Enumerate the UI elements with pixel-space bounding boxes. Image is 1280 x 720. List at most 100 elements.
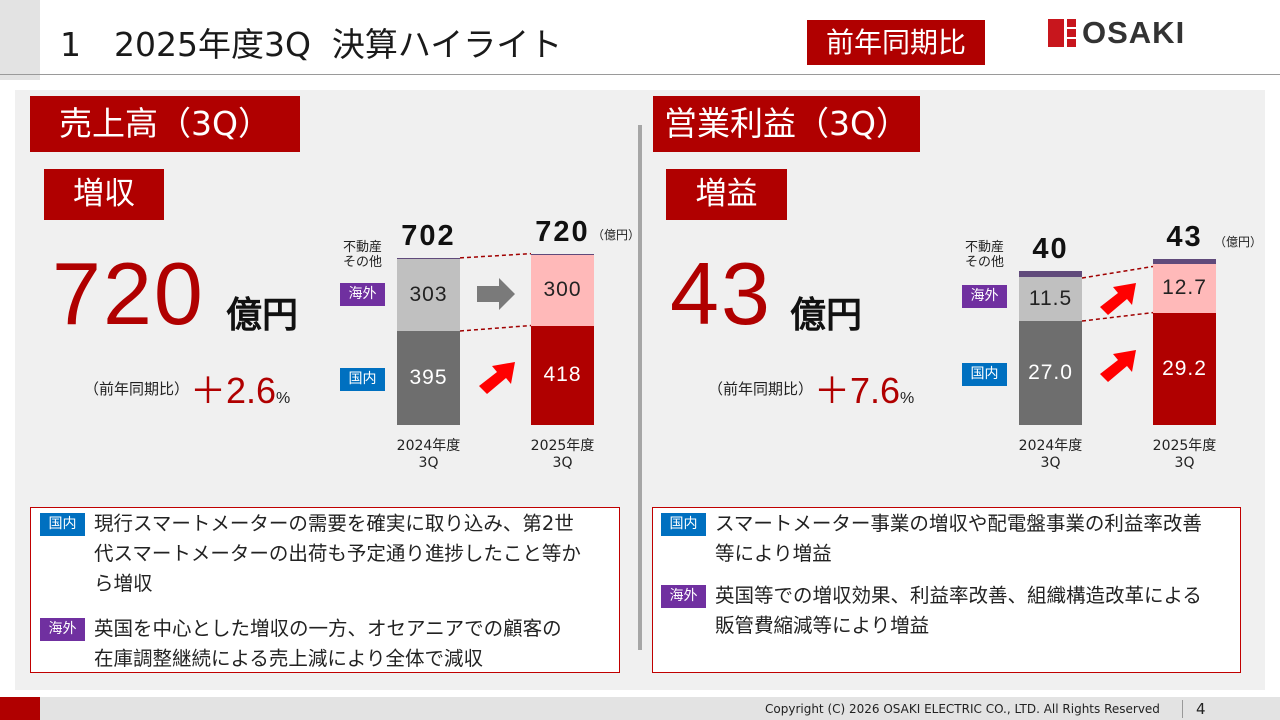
op-value: 43 — [670, 244, 772, 343]
sales-unit: 億円 — [226, 295, 299, 336]
domestic-trend-arrow-icon — [1100, 350, 1136, 382]
sales-yoy: ＋2.6% — [190, 362, 290, 414]
op-yoy-label: （前年同期比） — [708, 380, 814, 398]
x-axis-label-line: 3Q — [552, 455, 573, 471]
sales-note-text: 現行スマートメーターの需要を確実に取り込み、第2世 代スマートメーターの出荷も予定… — [94, 509, 581, 599]
note-line: ら増収 — [94, 572, 153, 595]
other-label-line: 不動産 — [965, 240, 1005, 255]
bar-other-segment — [1019, 271, 1082, 277]
x-axis-label-line: 2025年度 — [1152, 438, 1217, 454]
page-separator — [1182, 700, 1183, 718]
page-number: 4 — [1196, 700, 1206, 718]
sales-tag: 増収 — [44, 169, 164, 220]
header-divider — [0, 74, 1280, 75]
header-accent — [0, 0, 40, 80]
note-line: スマートメーター事業の増収や配電盤事業の利益率改善 — [715, 512, 1202, 535]
yoy-badge: 前年同期比 — [807, 20, 985, 65]
footer-bar — [40, 697, 1280, 720]
sales-note-tag: 国内 — [40, 513, 85, 536]
x-axis-label: 2024年度 3Q — [384, 438, 474, 472]
bar-total: 43 — [1166, 221, 1203, 254]
bar-total: 720 — [535, 215, 590, 248]
bar-overseas-segment: 303 — [397, 258, 460, 331]
x-axis-label-line: 3Q — [1174, 455, 1195, 471]
note-line: 販管費縮減等により増益 — [715, 614, 930, 637]
note-line: 現行スマートメーターの需要を確実に取り込み、第2世 — [94, 512, 574, 535]
domestic-chip: 国内 — [340, 368, 385, 391]
sales-note-tag: 海外 — [40, 618, 85, 641]
other-label-line: その他 — [343, 255, 383, 270]
connector-overseas-top — [459, 252, 532, 259]
note-line: 等により増益 — [715, 542, 832, 565]
x-axis-label: 2025年度 3Q — [1140, 438, 1230, 472]
bar-other-segment — [531, 253, 594, 255]
note-line: 英国を中心とした増収の一方、オセアニアでの顧客の — [94, 617, 562, 640]
op-note-tag: 国内 — [661, 513, 706, 536]
chart-unit: （億円） — [1214, 235, 1263, 249]
sales-yoy-unit: % — [276, 390, 291, 407]
x-axis-label-line: 2024年度 — [396, 438, 461, 454]
connector-lines — [459, 252, 532, 332]
x-axis-label: 2025年度 3Q — [518, 438, 608, 472]
op-note-tag: 海外 — [661, 585, 706, 608]
bar-domestic-segment: 418 — [531, 325, 594, 425]
connector-domestic-top — [1081, 311, 1154, 322]
overseas-chip: 海外 — [340, 283, 385, 307]
op-yoy: ＋7.6% — [814, 362, 914, 414]
op-section-title: 営業利益（3Q） — [653, 96, 920, 152]
logo-text: OSAKI — [1082, 15, 1186, 50]
op-unit: 億円 — [790, 295, 863, 336]
overseas-chip: 海外 — [962, 285, 1007, 309]
x-axis-label: 2024年度 3Q — [1006, 438, 1096, 472]
other-label-line: その他 — [965, 255, 1005, 270]
footer-accent — [0, 697, 40, 720]
sales-yoy-value: ＋2.6 — [190, 370, 277, 411]
osaki-logo: OSAKI — [1048, 15, 1186, 50]
bar-overseas-segment: 11.5 — [1019, 276, 1082, 322]
x-axis-label-line: 2025年度 — [530, 438, 595, 454]
note-line: 英国等での増収効果、利益率改善、組織構造改革による — [715, 584, 1202, 607]
bar-domestic-segment: 29.2 — [1153, 312, 1216, 425]
sales-note-text: 英国を中心とした増収の一方、オセアニアでの顧客の 在庫調整継続による売上減により全… — [94, 614, 562, 674]
sales-notes-box — [30, 507, 620, 673]
connector-lines — [1081, 265, 1154, 322]
bar-domestic-segment: 395 — [397, 330, 460, 425]
overseas-trend-arrow-icon — [1100, 283, 1136, 315]
domestic-chip: 国内 — [962, 363, 1007, 386]
domestic-trend-arrow-icon — [479, 362, 515, 394]
other-label: 不動産 その他 — [343, 240, 382, 270]
page-title: 1 2025年度3Q 決算ハイライト — [60, 25, 563, 64]
sales-section-title: 売上高（3Q） — [30, 96, 300, 152]
op-chart: 27.0 11.5 40 2024年度 3Q 29.2 12.7 43 2025年度 3Q 不動産そ… — [962, 221, 1263, 472]
other-label: 不動産 その他 — [965, 240, 1004, 270]
op-note-text: スマートメーター事業の増収や配電盤事業の利益率改善 等により増益 — [715, 509, 1202, 569]
sales-chart: 395 303 702 2024年度 3Q 418 300 720 2025年度 3Q 不動産 その他… — [0, 0, 640, 480]
overseas-trend-arrow-icon — [477, 278, 515, 310]
op-yoy-value: ＋7.6 — [814, 370, 901, 411]
bar-other-segment — [397, 257, 460, 259]
x-axis-label-line: 3Q — [418, 455, 439, 471]
bar-domestic-segment: 27.0 — [1019, 321, 1082, 425]
logo-mark-icon — [1048, 19, 1076, 47]
copyright: Copyright (C) 2026 OSAKI ELECTRIC CO., L… — [765, 702, 1160, 716]
op-yoy-unit: % — [900, 390, 915, 407]
connector-overseas-top — [1081, 265, 1154, 279]
bar-other-segment — [1153, 259, 1216, 264]
sales-value: 720 — [52, 244, 205, 343]
sales-yoy-label: （前年同期比） — [84, 380, 190, 398]
connector-domestic-top — [459, 324, 532, 332]
bar-overseas-segment: 12.7 — [1153, 263, 1216, 313]
vertical-divider — [638, 125, 642, 650]
op-tag: 増益 — [666, 169, 787, 220]
bar-overseas-segment: 300 — [531, 254, 594, 326]
op-note-text: 英国等での増収効果、利益率改善、組織構造改革による 販管費縮減等により増益 — [715, 581, 1202, 641]
bar-total: 40 — [1032, 233, 1069, 265]
x-axis-label-line: 3Q — [1040, 455, 1061, 471]
bar-total: 702 — [401, 219, 456, 252]
chart-unit: （億円） — [592, 228, 641, 242]
note-line: 在庫調整継続による売上減により全体で減収 — [94, 647, 484, 670]
other-label-line: 不動産 — [343, 240, 383, 255]
x-axis-label-line: 2024年度 — [1018, 438, 1083, 454]
note-line: 代スマートメーターの出荷も予定通り進捗したこと等か — [94, 542, 581, 565]
op-notes-box — [652, 507, 1241, 673]
